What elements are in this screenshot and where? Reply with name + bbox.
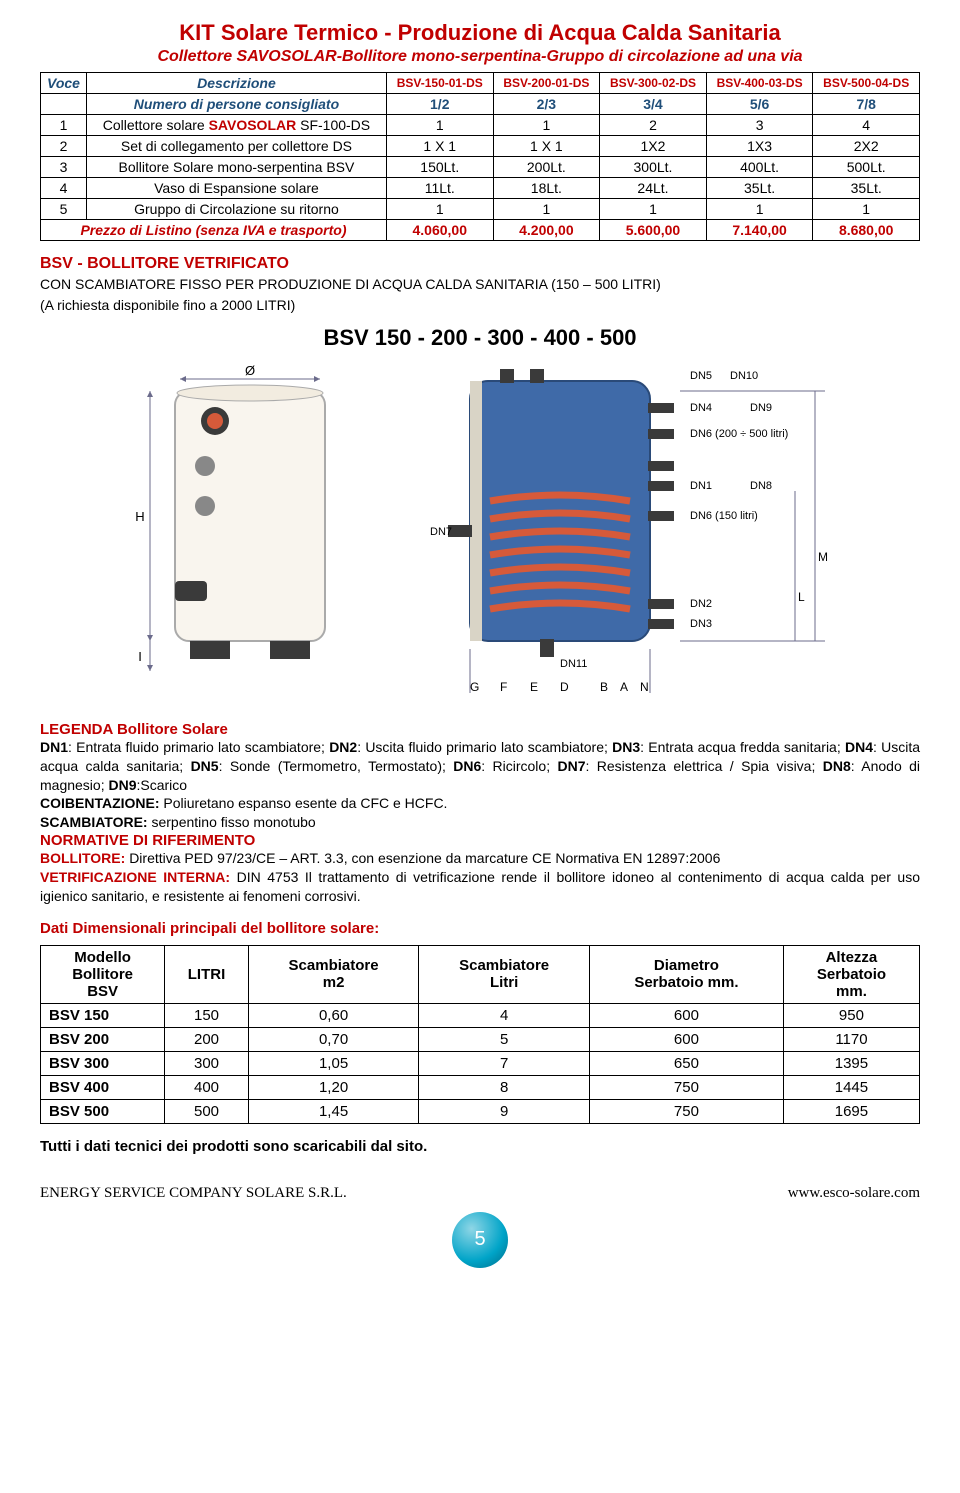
- dim-th: AltezzaSerbatoiomm.: [783, 945, 919, 1003]
- dim-td: 1,05: [248, 1051, 419, 1075]
- dim-td: 4: [419, 1003, 590, 1027]
- bsv-range: BSV 150 - 200 - 300 - 400 - 500: [40, 325, 920, 351]
- lbl-r-5: DN1: [690, 480, 712, 492]
- diagram-right: DN7 DN5 DN10 DN4 DN9 DN6 (200 ÷ 500 litr…: [420, 361, 840, 701]
- lbl-r-1: DN10: [730, 370, 758, 382]
- bsv-diagram: Ø H I: [40, 361, 920, 701]
- vetrificazione-label: VETRIFICAZIONE INTERNA:: [40, 869, 237, 885]
- lbl-r-8: DN2: [690, 598, 712, 610]
- dim-td: BSV 400: [41, 1075, 165, 1099]
- dim-td: 5: [419, 1027, 590, 1051]
- dim-td: 150: [165, 1003, 249, 1027]
- dim-td: 300: [165, 1051, 249, 1075]
- dim-td: 0,60: [248, 1003, 419, 1027]
- diagram-left: Ø H I: [120, 361, 390, 681]
- dim-td: 750: [589, 1099, 783, 1123]
- dim-th: ScambiatoreLitri: [419, 945, 590, 1003]
- dim-td: 9: [419, 1099, 590, 1123]
- bl-1: F: [500, 680, 507, 694]
- lbl-r-3: DN9: [750, 402, 772, 414]
- legenda-title: LEGENDA Bollitore Solare: [40, 721, 920, 738]
- dati-title: Dati Dimensionali principali del bollito…: [40, 920, 920, 937]
- bsv-heading: BSV - BOLLITORE VETRIFICATO: [40, 255, 920, 273]
- lbl-r-2: DN4: [690, 402, 712, 414]
- kit-table: Voce Descrizione BSV-150-01-DS BSV-200-0…: [40, 72, 920, 241]
- coibentazione-label: COIBENTAZIONE:: [40, 795, 163, 811]
- lbl-r-9: DN3: [690, 618, 712, 630]
- th-code-0: BSV-150-01-DS: [386, 73, 493, 94]
- vetrificazione-line: VETRIFICAZIONE INTERNA: DIN 4753 Il trat…: [40, 868, 920, 906]
- dim-td: 1445: [783, 1075, 919, 1099]
- page-title: KIT Solare Termico - Produzione di Acqua…: [40, 20, 920, 46]
- legenda-body: DN1: Entrata fluido primario lato scambi…: [40, 738, 920, 795]
- page-subtitle: Collettore SAVOSOLAR-Bollitore mono-serp…: [40, 48, 920, 66]
- lbl-r-4: DN6 (200 ÷ 500 litri): [690, 428, 788, 440]
- bl-0: G: [470, 680, 479, 694]
- dim-th: LITRI: [165, 945, 249, 1003]
- dim-td: 1,45: [248, 1099, 419, 1123]
- dim-td: 950: [783, 1003, 919, 1027]
- dim-td: BSV 500: [41, 1099, 165, 1123]
- coibentazione-text: Poliuretano espanso esente da CFC e HCFC…: [163, 795, 447, 811]
- th-code-2: BSV-300-02-DS: [600, 73, 707, 94]
- bsv-text-2: (A richiesta disponibile fino a 2000 LIT…: [40, 296, 920, 315]
- dim-td: 200: [165, 1027, 249, 1051]
- bl-6: N: [640, 680, 649, 694]
- bl-4: B: [600, 680, 608, 694]
- th-voce: Voce: [41, 73, 87, 94]
- lbl-r-6: DN8: [750, 480, 772, 492]
- dim-td: 1695: [783, 1099, 919, 1123]
- dim-th: DiametroSerbatoio mm.: [589, 945, 783, 1003]
- page-number-badge: 5: [452, 1212, 508, 1268]
- coibentazione-line: COIBENTAZIONE: Poliuretano espanso esent…: [40, 794, 920, 813]
- dim-td: 0,70: [248, 1027, 419, 1051]
- dim-td: 600: [589, 1003, 783, 1027]
- bl-5: A: [620, 680, 628, 694]
- label-dn7: DN7: [430, 526, 452, 538]
- sl-0: M: [818, 550, 828, 564]
- sl-1: L: [798, 590, 805, 604]
- bollitore-text: Direttiva PED 97/23/CE – ART. 3.3, con e…: [129, 850, 720, 866]
- th-code-3: BSV-400-03-DS: [706, 73, 813, 94]
- bl-2: E: [530, 680, 538, 694]
- dim-top: Ø: [245, 363, 255, 378]
- footer-note: Tutti i dati tecnici dei prodotti sono s…: [40, 1138, 920, 1155]
- bollitore-label: BOLLITORE:: [40, 850, 129, 866]
- dim-th: ModelloBollitoreBSV: [41, 945, 165, 1003]
- dim-td: 7: [419, 1051, 590, 1075]
- dim-td: 500: [165, 1099, 249, 1123]
- page-footer: ENERGY SERVICE COMPANY SOLARE S.R.L. www…: [40, 1185, 920, 1202]
- bl-3: D: [560, 680, 569, 694]
- lbl-r-10: DN11: [560, 658, 587, 670]
- dim-td: 600: [589, 1027, 783, 1051]
- lbl-r-0: DN5: [690, 370, 712, 382]
- bollitore-line: BOLLITORE: Direttiva PED 97/23/CE – ART.…: [40, 849, 920, 868]
- bsv-text-1: CON SCAMBIATORE FISSO PER PRODUZIONE DI …: [40, 275, 920, 294]
- th-code-4: BSV-500-04-DS: [813, 73, 920, 94]
- dim-table: ModelloBollitoreBSVLITRIScambiatorem2Sca…: [40, 945, 920, 1124]
- dim-th: Scambiatorem2: [248, 945, 419, 1003]
- lbl-r-7: DN6 (150 litri): [690, 510, 758, 522]
- footer-url: www.esco-solare.com: [788, 1185, 920, 1202]
- dim-td: 750: [589, 1075, 783, 1099]
- dim-td: 1395: [783, 1051, 919, 1075]
- normative-heading: NORMATIVE DI RIFERIMENTO: [40, 832, 920, 849]
- scambiatore-line: SCAMBIATORE: serpentino fisso monotubo: [40, 813, 920, 832]
- dim-side-h: H: [135, 509, 144, 524]
- dim-td: BSV 150: [41, 1003, 165, 1027]
- dim-td: 1,20: [248, 1075, 419, 1099]
- scambiatore-label: SCAMBIATORE:: [40, 814, 151, 830]
- scambiatore-text: serpentino fisso monotubo: [151, 814, 315, 830]
- dim-td: BSV 200: [41, 1027, 165, 1051]
- dim-td: 8: [419, 1075, 590, 1099]
- dim-td: BSV 300: [41, 1051, 165, 1075]
- dim-td: 650: [589, 1051, 783, 1075]
- th-descrizione: Descrizione: [86, 73, 386, 94]
- dim-td: 1170: [783, 1027, 919, 1051]
- dim-td: 400: [165, 1075, 249, 1099]
- th-code-1: BSV-200-01-DS: [493, 73, 600, 94]
- footer-company: ENERGY SERVICE COMPANY SOLARE S.R.L.: [40, 1185, 347, 1202]
- dim-side-i: I: [138, 649, 142, 664]
